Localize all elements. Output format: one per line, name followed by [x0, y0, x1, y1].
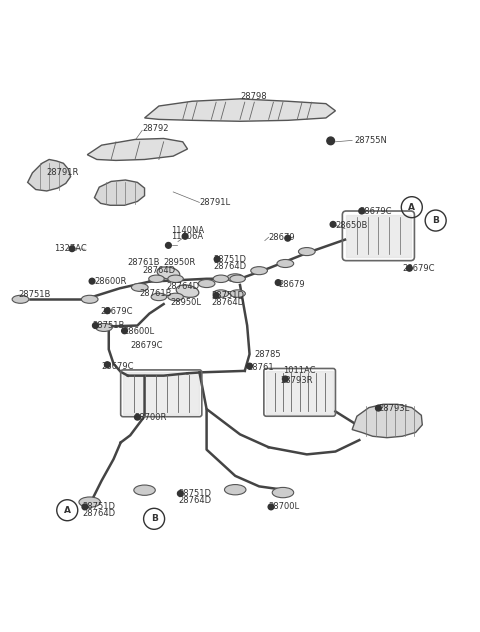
Text: 28700L: 28700L: [269, 502, 300, 511]
Circle shape: [359, 208, 364, 214]
Text: 28751D: 28751D: [214, 255, 247, 264]
Text: 28798: 28798: [240, 92, 266, 101]
Circle shape: [182, 233, 188, 239]
Text: 28792: 28792: [142, 125, 168, 133]
Text: 28761: 28761: [247, 363, 274, 372]
Circle shape: [247, 363, 252, 369]
Ellipse shape: [157, 267, 180, 279]
Text: 28793R: 28793R: [281, 376, 313, 385]
Text: 28764D: 28764D: [166, 283, 199, 291]
Polygon shape: [346, 215, 410, 257]
Text: 28950L: 28950L: [171, 298, 202, 307]
Polygon shape: [87, 138, 188, 161]
Text: 28679: 28679: [278, 281, 305, 289]
Text: B: B: [432, 216, 439, 225]
Ellipse shape: [168, 275, 183, 283]
Ellipse shape: [168, 293, 183, 301]
Ellipse shape: [79, 497, 100, 507]
Text: 28751B: 28751B: [92, 321, 124, 330]
Circle shape: [327, 137, 335, 145]
Text: 28751B: 28751B: [18, 290, 50, 299]
Text: 1140NA: 1140NA: [171, 226, 204, 234]
Circle shape: [178, 490, 183, 496]
Text: 28764D: 28764D: [83, 509, 116, 518]
Circle shape: [282, 376, 288, 382]
Circle shape: [93, 323, 98, 329]
Text: 28600L: 28600L: [123, 327, 154, 336]
Text: 28650B: 28650B: [336, 221, 368, 230]
Circle shape: [375, 405, 381, 411]
Circle shape: [82, 504, 88, 510]
Text: 28791R: 28791R: [47, 168, 79, 178]
Circle shape: [134, 415, 140, 420]
Ellipse shape: [12, 295, 29, 303]
Ellipse shape: [277, 260, 294, 267]
Text: 28679C: 28679C: [101, 307, 133, 316]
Circle shape: [213, 293, 219, 298]
Text: 28755N: 28755N: [355, 136, 387, 145]
Text: A: A: [64, 506, 71, 514]
Text: 28751D: 28751D: [83, 502, 116, 511]
Text: 28761B: 28761B: [140, 289, 172, 298]
Text: A: A: [408, 203, 415, 212]
Polygon shape: [95, 180, 144, 205]
Text: 28950R: 28950R: [164, 258, 196, 267]
Circle shape: [268, 504, 274, 510]
Text: 28764D: 28764D: [214, 262, 247, 271]
Ellipse shape: [198, 279, 215, 288]
Ellipse shape: [134, 485, 156, 495]
Ellipse shape: [227, 274, 243, 282]
Circle shape: [276, 280, 281, 286]
Ellipse shape: [176, 285, 199, 298]
Text: B: B: [151, 514, 157, 523]
Text: 28793L: 28793L: [378, 404, 409, 413]
Circle shape: [89, 278, 95, 284]
Text: 28764D: 28764D: [142, 266, 175, 275]
Text: 1011AC: 1011AC: [283, 367, 315, 375]
Text: 28679C: 28679C: [102, 362, 134, 370]
Ellipse shape: [132, 283, 148, 291]
Ellipse shape: [213, 290, 228, 297]
Circle shape: [69, 246, 75, 252]
Text: 28761B: 28761B: [128, 258, 160, 267]
Ellipse shape: [213, 275, 228, 283]
Text: 28751D: 28751D: [178, 489, 211, 498]
Ellipse shape: [230, 275, 245, 283]
Text: 28751D: 28751D: [211, 291, 244, 300]
Polygon shape: [266, 371, 333, 414]
Circle shape: [285, 235, 290, 241]
Text: 28600R: 28600R: [95, 277, 127, 286]
Ellipse shape: [81, 295, 98, 303]
Ellipse shape: [272, 487, 294, 498]
Text: 11406A: 11406A: [171, 233, 203, 241]
Text: 28679C: 28679C: [130, 341, 163, 350]
Text: 28764D: 28764D: [178, 495, 211, 505]
Circle shape: [105, 362, 110, 368]
Circle shape: [407, 265, 412, 271]
Circle shape: [105, 308, 110, 313]
Circle shape: [330, 221, 336, 228]
Text: 28764D: 28764D: [211, 298, 244, 307]
Text: 28679C: 28679C: [360, 207, 392, 216]
Polygon shape: [123, 372, 199, 415]
Ellipse shape: [149, 275, 164, 283]
Ellipse shape: [251, 267, 267, 275]
Text: 28791L: 28791L: [199, 198, 230, 207]
Text: 28700R: 28700R: [134, 413, 167, 422]
Text: 28679: 28679: [269, 233, 295, 242]
Polygon shape: [144, 99, 336, 121]
Ellipse shape: [151, 293, 167, 301]
Ellipse shape: [96, 324, 112, 331]
Ellipse shape: [225, 485, 246, 495]
Circle shape: [166, 243, 171, 248]
Ellipse shape: [299, 248, 315, 255]
Text: 28785: 28785: [254, 349, 281, 359]
Text: 1327AC: 1327AC: [54, 244, 86, 253]
Polygon shape: [352, 404, 422, 438]
Circle shape: [121, 328, 127, 334]
Polygon shape: [28, 159, 71, 191]
Text: 28679C: 28679C: [402, 264, 435, 273]
Ellipse shape: [230, 290, 245, 297]
Circle shape: [214, 257, 220, 262]
